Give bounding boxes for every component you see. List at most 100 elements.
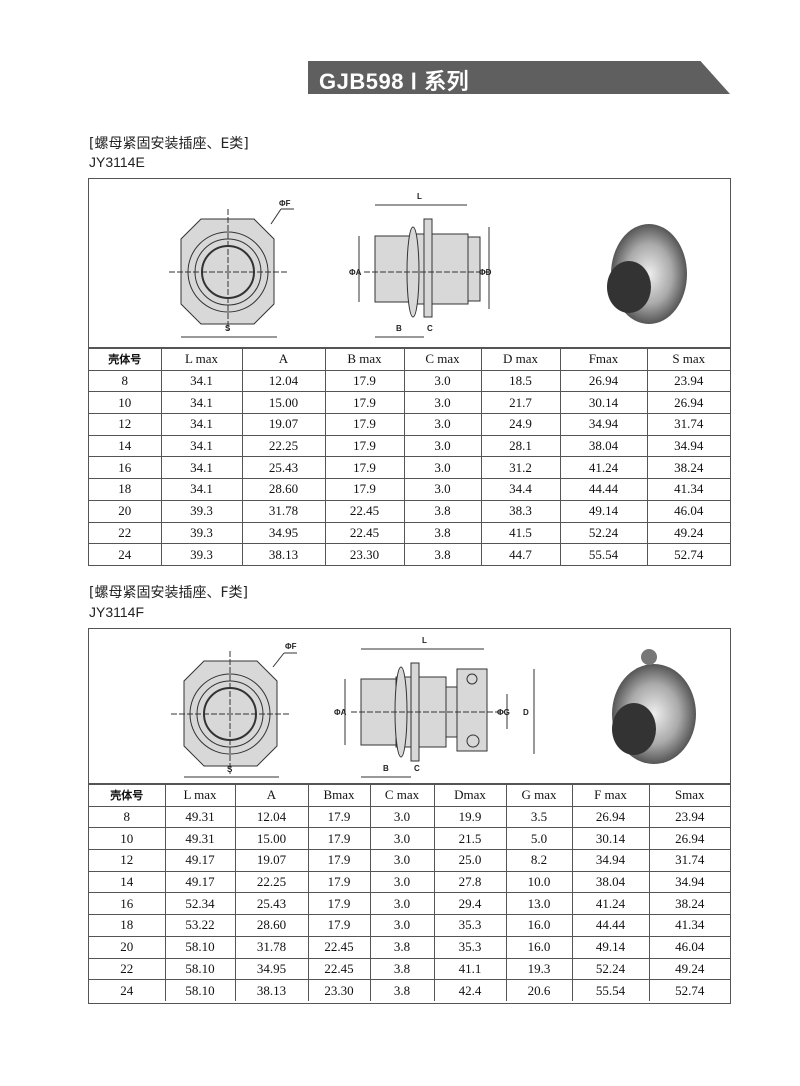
column-header: C max <box>403 348 482 371</box>
column-header: G max <box>505 784 573 807</box>
table-cell: 5.0 <box>505 827 573 851</box>
column-header: 壳体号 <box>89 348 162 371</box>
table-cell: 34.1 <box>160 478 243 501</box>
table-cell: 26.94 <box>571 805 650 829</box>
table-cell: 55.54 <box>571 979 650 1002</box>
table-cell: 34.94 <box>571 849 650 872</box>
table-cell: 3.0 <box>369 805 435 829</box>
column-header: A <box>241 348 326 371</box>
column-header: C max <box>369 784 435 807</box>
table-row: 8 49.31 12.04 17.9 3.0 19.9 3.5 26.94 23.94 <box>89 805 730 829</box>
column-header: A <box>234 784 309 807</box>
table-cell: 26.94 <box>646 391 730 415</box>
header-row: 壳体号 L max A B max C max D max Fmax S max <box>89 348 730 371</box>
table-cell: 23.30 <box>324 543 405 566</box>
table-cell: 22.45 <box>307 957 371 981</box>
table-cell: 34.1 <box>160 391 243 415</box>
table-cell: 3.0 <box>369 827 435 851</box>
table-cell: 16.0 <box>505 935 573 959</box>
table-cell: 39.3 <box>160 543 243 566</box>
table-cell: 38.3 <box>480 499 561 523</box>
table-cell: 34.1 <box>160 434 243 458</box>
table-cell: 3.0 <box>369 849 435 872</box>
technical-drawing-e: ΦF S L ΦA ΦD B C <box>169 192 687 338</box>
table-cell: 24 <box>89 543 162 566</box>
drawing-area-f: ΦF S L ΦA ΦG D B C <box>89 629 730 784</box>
dim-label-c: C <box>427 324 433 333</box>
table-row: 16 34.1 25.43 17.9 3.0 31.2 41.24 38.24 <box>89 456 730 480</box>
column-header: Dmax <box>433 784 507 807</box>
table-cell: 16.0 <box>505 914 573 937</box>
table-cell: 23.30 <box>307 979 371 1002</box>
column-header: S max <box>646 348 730 371</box>
table-cell: 41.1 <box>433 957 507 981</box>
table-cell: 19.3 <box>505 957 573 981</box>
table-cell: 52.74 <box>648 979 730 1002</box>
table-cell: 49.14 <box>559 499 648 523</box>
table-cell: 58.10 <box>164 957 236 981</box>
table-cell: 42.4 <box>433 979 507 1002</box>
table-cell: 3.0 <box>403 456 482 480</box>
table-cell: 38.13 <box>241 543 326 566</box>
table-cell: 25.43 <box>241 456 326 480</box>
table-cell: 10 <box>89 827 166 851</box>
table-cell: 17.9 <box>324 391 405 415</box>
table-cell: 34.1 <box>160 369 243 393</box>
section-title-f: [螺母紧固安装插座、F类] <box>89 585 248 601</box>
column-header: Bmax <box>307 784 371 807</box>
table-row: 10 34.1 15.00 17.9 3.0 21.7 30.14 26.94 <box>89 391 730 415</box>
table-cell: 30.14 <box>559 391 648 415</box>
table-cell: 52.24 <box>571 957 650 981</box>
table-cell: 20 <box>89 499 162 523</box>
table-cell: 8 <box>89 805 166 829</box>
table-cell: 34.1 <box>160 413 243 436</box>
table-cell: 23.94 <box>646 369 730 393</box>
column-header: D max <box>480 348 561 371</box>
table-cell: 31.74 <box>648 849 730 872</box>
table-cell: 18.5 <box>480 369 561 393</box>
table-row: 20 58.10 31.78 22.45 3.8 35.3 16.0 49.14 46.04 <box>89 935 730 959</box>
table-cell: 44.44 <box>559 478 648 501</box>
table-cell: 3.0 <box>403 434 482 458</box>
dimension-table-f: 壳体号 L max A Bmax C max Dmax G max F max Smax 8 49.… <box>89 784 730 1002</box>
table-cell: 3.8 <box>369 957 435 981</box>
table-cell: 8.2 <box>505 849 573 872</box>
table-cell: 8 <box>89 369 162 393</box>
table-cell: 52.24 <box>559 521 648 545</box>
model-number-e: JY3114E <box>89 154 145 170</box>
header-row: 壳体号 L max A Bmax C max Dmax G max F max Smax <box>89 784 730 807</box>
table-cell: 17.9 <box>307 914 371 937</box>
table-cell: 34.1 <box>160 456 243 480</box>
table-cell: 3.0 <box>403 369 482 393</box>
table-cell: 21.5 <box>433 827 507 851</box>
table-cell: 3.8 <box>369 979 435 1002</box>
table-cell: 17.9 <box>307 827 371 851</box>
table-cell: 3.0 <box>403 413 482 436</box>
table-cell: 12.04 <box>241 369 326 393</box>
table-cell: 39.3 <box>160 499 243 523</box>
table-row: 24 39.3 38.13 23.30 3.8 44.7 55.54 52.74 <box>89 543 730 566</box>
table-cell: 55.54 <box>559 543 648 566</box>
table-cell: 3.8 <box>403 543 482 566</box>
connector-photo-f <box>612 649 696 764</box>
table-row: 12 49.17 19.07 17.9 3.0 25.0 8.2 34.94 31.74 <box>89 849 730 872</box>
table-cell: 21.7 <box>480 391 561 415</box>
table-cell: 13.0 <box>505 892 573 916</box>
table-cell: 49.31 <box>164 827 236 851</box>
table-row: 8 34.1 12.04 17.9 3.0 18.5 26.94 23.94 <box>89 369 730 393</box>
table-cell: 17.9 <box>324 369 405 393</box>
table-cell: 38.24 <box>648 892 730 916</box>
table-cell: 23.94 <box>648 805 730 829</box>
table-cell: 26.94 <box>559 369 648 393</box>
table-cell: 10.0 <box>505 870 573 894</box>
dim-label-l: L <box>417 192 422 201</box>
column-header: Smax <box>648 784 730 807</box>
table-cell: 46.04 <box>646 499 730 523</box>
series-banner: GJB598 Ⅰ 系列 <box>308 61 730 94</box>
dim-label-c: C <box>414 764 420 773</box>
table-cell: 10 <box>89 391 162 415</box>
table-cell: 20 <box>89 935 166 959</box>
table-cell: 58.10 <box>164 979 236 1002</box>
dim-label-s: S <box>227 765 233 774</box>
dim-label-d: D <box>523 708 529 717</box>
